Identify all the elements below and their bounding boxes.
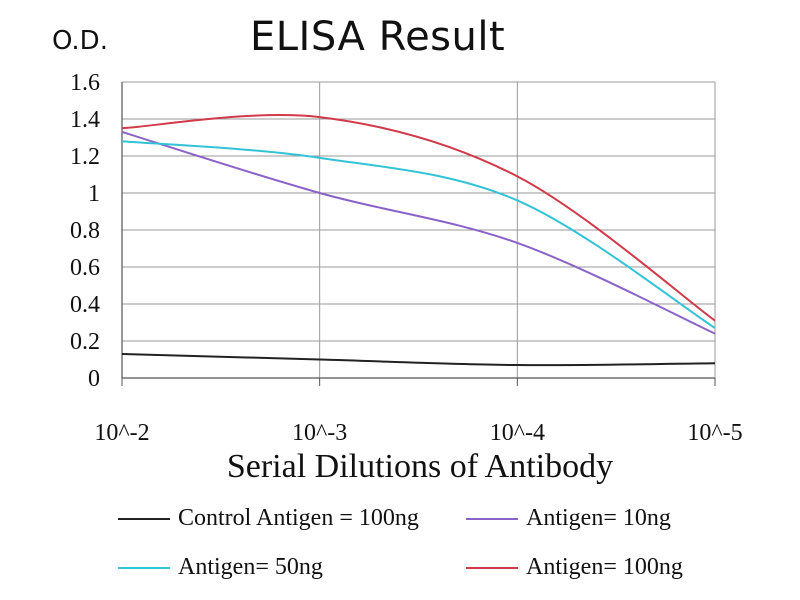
legend-swatch-50ng (118, 566, 170, 569)
legend-label-50ng: Antigen= 50ng (178, 554, 323, 580)
series-line-1 (121, 130, 716, 335)
series-line-0 (121, 352, 716, 367)
legend-item-100ng: Antigen= 100ng (466, 554, 683, 581)
x-tick-label: 10^-5 (687, 420, 742, 446)
legend-swatch-100ng (466, 566, 518, 569)
y-tick-label: 0.2 (70, 329, 100, 355)
x-axis-label: Serial Dilutions of Antibody (226, 448, 614, 485)
x-tick-label: 10^-4 (490, 420, 545, 446)
y-tick-label: 0 (88, 366, 100, 392)
legend-label-10ng: Antigen= 10ng (526, 505, 671, 531)
legend-item-50ng: Antigen= 50ng (118, 554, 323, 581)
x-tick-label: 10^-3 (292, 420, 347, 446)
y-tick-label: 0.6 (70, 255, 100, 281)
series-line-3 (121, 114, 716, 322)
legend-swatch-10ng (466, 517, 518, 520)
y-axis-label: O.D. (52, 26, 108, 56)
legend-swatch-control (118, 517, 170, 520)
legend-item-10ng: Antigen= 10ng (466, 505, 671, 532)
y-tick-label: 0.4 (70, 292, 100, 318)
y-tick-label: 1.6 (70, 70, 100, 96)
x-tick-label: 10^-2 (94, 420, 149, 446)
y-tick-label: 1 (88, 181, 100, 207)
legend-label-100ng: Antigen= 100ng (526, 554, 683, 580)
series-line-2 (121, 140, 716, 329)
chart-title: ELISA Result (250, 14, 506, 60)
legend-item-control: Control Antigen = 100ng (118, 505, 419, 532)
y-tick-label: 1.4 (70, 107, 100, 133)
legend-label-control: Control Antigen = 100ng (178, 505, 419, 531)
y-tick-label: 0.8 (70, 218, 100, 244)
y-tick-label: 1.2 (70, 144, 100, 170)
